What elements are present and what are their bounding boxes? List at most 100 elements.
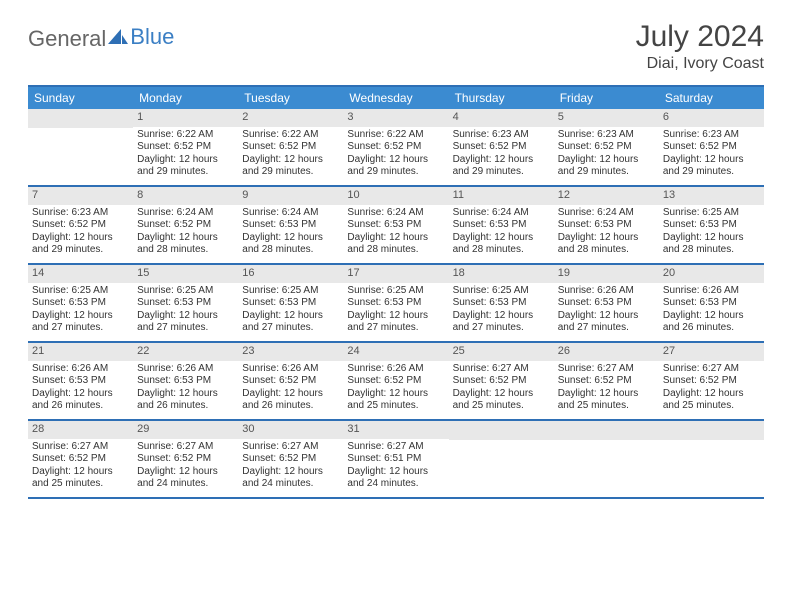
day-cell: 3Sunrise: 6:22 AMSunset: 6:52 PMDaylight… (343, 109, 448, 185)
day-cell: 15Sunrise: 6:25 AMSunset: 6:53 PMDayligh… (133, 265, 238, 341)
day-cell: 5Sunrise: 6:23 AMSunset: 6:52 PMDaylight… (554, 109, 659, 185)
day-body: Sunrise: 6:27 AMSunset: 6:52 PMDaylight:… (238, 439, 343, 497)
day-number: 6 (659, 109, 764, 127)
daylight-text: Daylight: 12 hours and 27 minutes. (32, 310, 129, 335)
sunrise-text: Sunrise: 6:26 AM (558, 285, 655, 298)
day-header-monday: Monday (133, 87, 238, 109)
day-number: 8 (133, 187, 238, 205)
daylight-text: Daylight: 12 hours and 29 minutes. (663, 154, 760, 179)
sunset-text: Sunset: 6:53 PM (663, 297, 760, 310)
day-body: Sunrise: 6:24 AMSunset: 6:52 PMDaylight:… (133, 205, 238, 263)
day-body: Sunrise: 6:23 AMSunset: 6:52 PMDaylight:… (659, 127, 764, 185)
day-number: 5 (554, 109, 659, 127)
sunset-text: Sunset: 6:52 PM (558, 375, 655, 388)
sunrise-text: Sunrise: 6:25 AM (137, 285, 234, 298)
day-cell: 25Sunrise: 6:27 AMSunset: 6:52 PMDayligh… (449, 343, 554, 419)
day-body: Sunrise: 6:26 AMSunset: 6:53 PMDaylight:… (554, 283, 659, 341)
day-cell: 23Sunrise: 6:26 AMSunset: 6:52 PMDayligh… (238, 343, 343, 419)
day-body: Sunrise: 6:25 AMSunset: 6:53 PMDaylight:… (238, 283, 343, 341)
sunset-text: Sunset: 6:52 PM (137, 453, 234, 466)
daylight-text: Daylight: 12 hours and 27 minutes. (453, 310, 550, 335)
sunset-text: Sunset: 6:52 PM (137, 141, 234, 154)
sunset-text: Sunset: 6:51 PM (347, 453, 444, 466)
sunset-text: Sunset: 6:53 PM (347, 219, 444, 232)
day-cell: 8Sunrise: 6:24 AMSunset: 6:52 PMDaylight… (133, 187, 238, 263)
week-row: 28Sunrise: 6:27 AMSunset: 6:52 PMDayligh… (28, 421, 764, 499)
daylight-text: Daylight: 12 hours and 26 minutes. (137, 388, 234, 413)
day-body: Sunrise: 6:27 AMSunset: 6:52 PMDaylight:… (133, 439, 238, 497)
day-cell: 10Sunrise: 6:24 AMSunset: 6:53 PMDayligh… (343, 187, 448, 263)
day-number (449, 421, 554, 440)
sunset-text: Sunset: 6:52 PM (32, 453, 129, 466)
sunrise-text: Sunrise: 6:25 AM (347, 285, 444, 298)
day-cell: 13Sunrise: 6:25 AMSunset: 6:53 PMDayligh… (659, 187, 764, 263)
day-body: Sunrise: 6:27 AMSunset: 6:51 PMDaylight:… (343, 439, 448, 497)
day-header-thursday: Thursday (449, 87, 554, 109)
day-number: 11 (449, 187, 554, 205)
sunrise-text: Sunrise: 6:22 AM (242, 129, 339, 142)
day-number: 2 (238, 109, 343, 127)
sunrise-text: Sunrise: 6:23 AM (663, 129, 760, 142)
day-cell: 9Sunrise: 6:24 AMSunset: 6:53 PMDaylight… (238, 187, 343, 263)
day-number: 9 (238, 187, 343, 205)
sunrise-text: Sunrise: 6:22 AM (347, 129, 444, 142)
sunset-text: Sunset: 6:52 PM (663, 375, 760, 388)
sunrise-text: Sunrise: 6:23 AM (558, 129, 655, 142)
daylight-text: Daylight: 12 hours and 27 minutes. (242, 310, 339, 335)
day-body: Sunrise: 6:25 AMSunset: 6:53 PMDaylight:… (449, 283, 554, 341)
daylight-text: Daylight: 12 hours and 28 minutes. (137, 232, 234, 257)
sunset-text: Sunset: 6:52 PM (242, 375, 339, 388)
day-number: 17 (343, 265, 448, 283)
sunrise-text: Sunrise: 6:27 AM (32, 441, 129, 454)
logo: General Blue (28, 26, 174, 52)
day-number: 26 (554, 343, 659, 361)
day-cell: 7Sunrise: 6:23 AMSunset: 6:52 PMDaylight… (28, 187, 133, 263)
day-header-row: SundayMondayTuesdayWednesdayThursdayFrid… (28, 87, 764, 109)
daylight-text: Daylight: 12 hours and 29 minutes. (453, 154, 550, 179)
sunset-text: Sunset: 6:53 PM (137, 375, 234, 388)
day-header-saturday: Saturday (659, 87, 764, 109)
day-cell: 24Sunrise: 6:26 AMSunset: 6:52 PMDayligh… (343, 343, 448, 419)
day-cell: 14Sunrise: 6:25 AMSunset: 6:53 PMDayligh… (28, 265, 133, 341)
sunrise-text: Sunrise: 6:24 AM (453, 207, 550, 220)
calendar: SundayMondayTuesdayWednesdayThursdayFrid… (28, 85, 764, 499)
day-number: 24 (343, 343, 448, 361)
sunrise-text: Sunrise: 6:26 AM (242, 363, 339, 376)
day-cell: 21Sunrise: 6:26 AMSunset: 6:53 PMDayligh… (28, 343, 133, 419)
daylight-text: Daylight: 12 hours and 24 minutes. (137, 466, 234, 491)
daylight-text: Daylight: 12 hours and 28 minutes. (558, 232, 655, 257)
day-cell: 22Sunrise: 6:26 AMSunset: 6:53 PMDayligh… (133, 343, 238, 419)
sunrise-text: Sunrise: 6:25 AM (663, 207, 760, 220)
daylight-text: Daylight: 12 hours and 28 minutes. (242, 232, 339, 257)
sunset-text: Sunset: 6:53 PM (558, 219, 655, 232)
day-number: 13 (659, 187, 764, 205)
sunrise-text: Sunrise: 6:27 AM (137, 441, 234, 454)
day-body: Sunrise: 6:22 AMSunset: 6:52 PMDaylight:… (343, 127, 448, 185)
day-body: Sunrise: 6:22 AMSunset: 6:52 PMDaylight:… (238, 127, 343, 185)
day-body: Sunrise: 6:26 AMSunset: 6:52 PMDaylight:… (343, 361, 448, 419)
day-cell: 30Sunrise: 6:27 AMSunset: 6:52 PMDayligh… (238, 421, 343, 497)
day-number: 27 (659, 343, 764, 361)
sunset-text: Sunset: 6:53 PM (32, 297, 129, 310)
week-row: 7Sunrise: 6:23 AMSunset: 6:52 PMDaylight… (28, 187, 764, 265)
day-cell: 17Sunrise: 6:25 AMSunset: 6:53 PMDayligh… (343, 265, 448, 341)
daylight-text: Daylight: 12 hours and 25 minutes. (453, 388, 550, 413)
day-body: Sunrise: 6:25 AMSunset: 6:53 PMDaylight:… (28, 283, 133, 341)
sunrise-text: Sunrise: 6:25 AM (453, 285, 550, 298)
sunrise-text: Sunrise: 6:25 AM (32, 285, 129, 298)
day-number: 4 (449, 109, 554, 127)
day-cell: 1Sunrise: 6:22 AMSunset: 6:52 PMDaylight… (133, 109, 238, 185)
sunrise-text: Sunrise: 6:23 AM (32, 207, 129, 220)
day-body: Sunrise: 6:24 AMSunset: 6:53 PMDaylight:… (449, 205, 554, 263)
day-cell: 18Sunrise: 6:25 AMSunset: 6:53 PMDayligh… (449, 265, 554, 341)
location: Diai, Ivory Coast (636, 55, 764, 73)
sunset-text: Sunset: 6:53 PM (347, 297, 444, 310)
day-number: 18 (449, 265, 554, 283)
day-cell (659, 421, 764, 497)
day-body: Sunrise: 6:27 AMSunset: 6:52 PMDaylight:… (449, 361, 554, 419)
day-number: 30 (238, 421, 343, 439)
sunrise-text: Sunrise: 6:27 AM (663, 363, 760, 376)
day-cell (28, 109, 133, 185)
day-number (659, 421, 764, 440)
day-number: 19 (554, 265, 659, 283)
